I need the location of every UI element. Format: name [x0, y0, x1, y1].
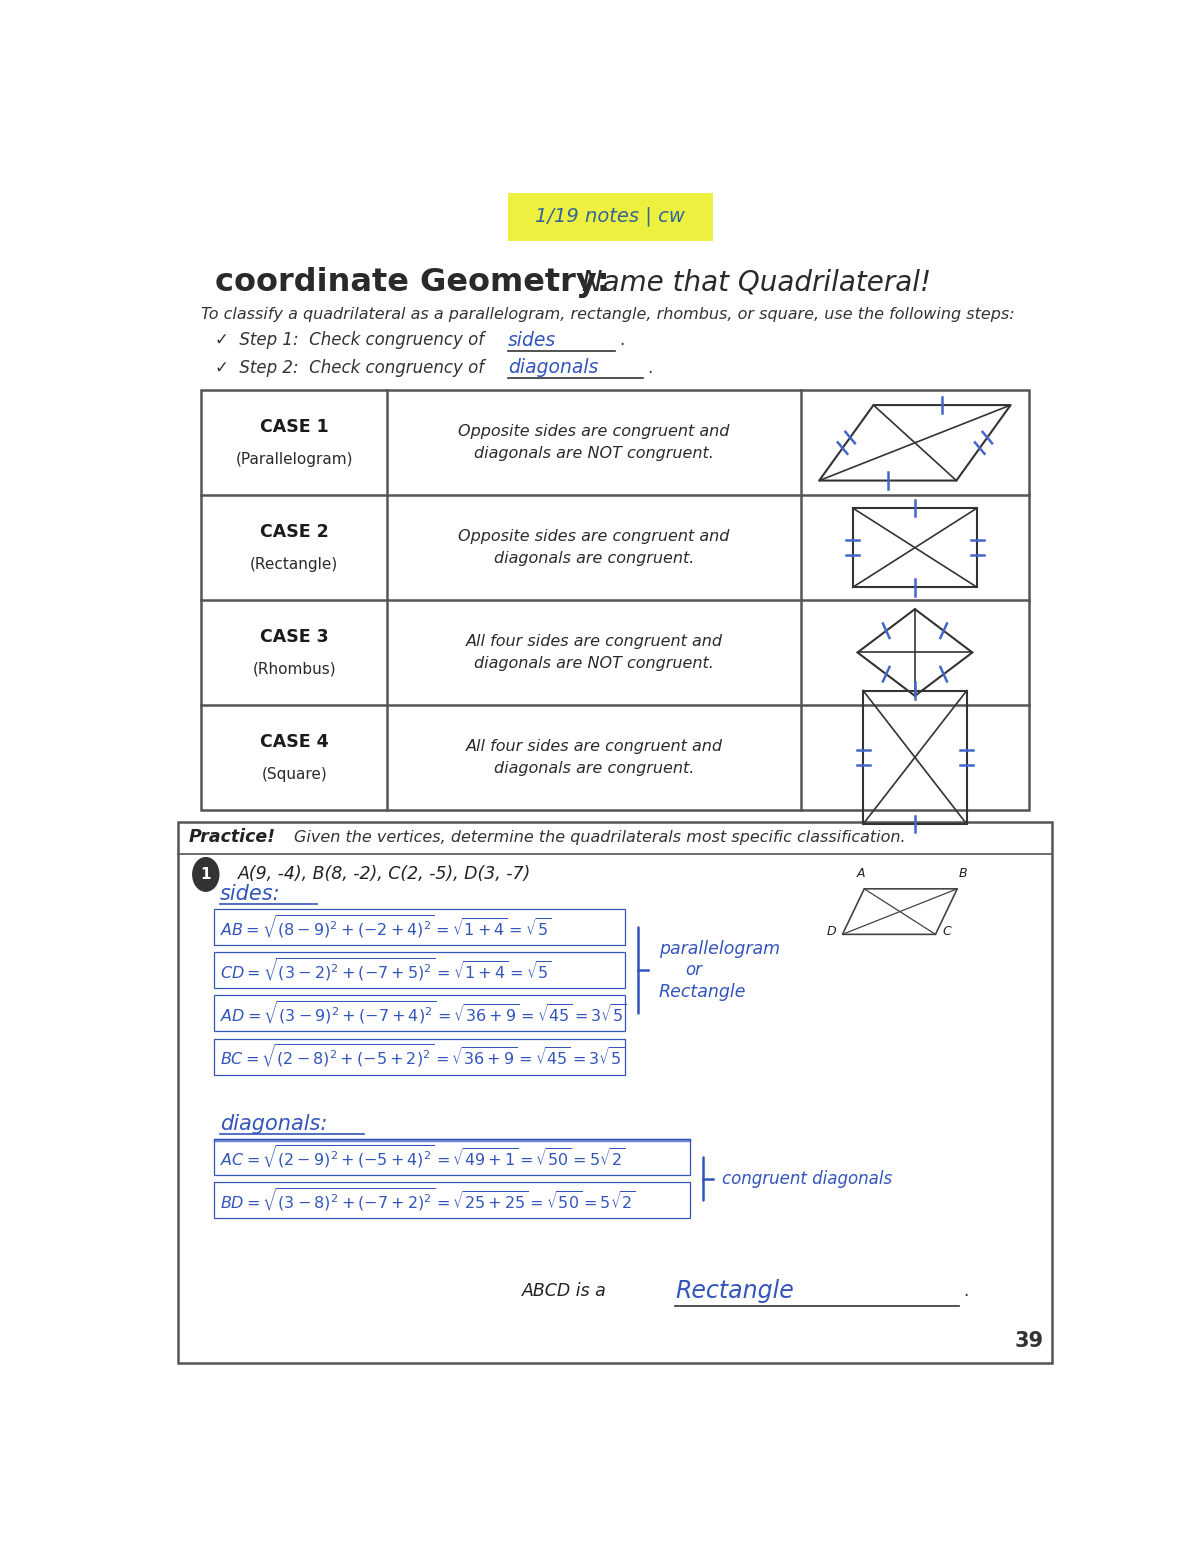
Text: Rectangle: Rectangle: [676, 1279, 794, 1304]
Text: .: .: [962, 1282, 968, 1301]
Text: sides:: sides:: [220, 884, 281, 904]
Text: sides: sides: [508, 330, 556, 350]
Text: diagonals:: diagonals:: [220, 1114, 328, 1134]
Text: $AD=\sqrt{(3-9)^2+(-7+4)^2}=\sqrt{36+9}=\sqrt{45}=3\sqrt{5}$: $AD=\sqrt{(3-9)^2+(-7+4)^2}=\sqrt{36+9}=…: [220, 1001, 626, 1027]
Text: $AC=\sqrt{(2-9)^2+(-5+4)^2}=\sqrt{49+1}=\sqrt{50}=5\sqrt{2}$: $AC=\sqrt{(2-9)^2+(-5+4)^2}=\sqrt{49+1}=…: [220, 1144, 625, 1170]
Text: Name that Quadrilateral!: Name that Quadrilateral!: [574, 269, 931, 297]
Text: ✓  Step 2:  Check congruency of: ✓ Step 2: Check congruency of: [215, 358, 485, 377]
Text: $BC=\sqrt{(2-8)^2+(-5+2)^2}=\sqrt{36+9}=\sqrt{45}=3\sqrt{5}$: $BC=\sqrt{(2-8)^2+(-5+2)^2}=\sqrt{36+9}=…: [220, 1043, 624, 1071]
Text: Given the vertices, determine the quadrilaterals most specific classification.: Given the vertices, determine the quadri…: [294, 829, 906, 845]
Text: B: B: [959, 867, 967, 881]
Text: congruent diagonals: congruent diagonals: [722, 1170, 892, 1187]
Text: diagonals: diagonals: [508, 358, 599, 377]
Text: 1: 1: [200, 867, 211, 882]
Text: All four sides are congruent and
diagonals are congruent.: All four sides are congruent and diagona…: [466, 739, 722, 776]
Text: $AB=\sqrt{(8-9)^2+(-2+4)^2}=\sqrt{1+4}=\sqrt{5}$: $AB=\sqrt{(8-9)^2+(-2+4)^2}=\sqrt{1+4}=\…: [220, 913, 551, 941]
Text: $BD=\sqrt{(3-8)^2+(-7+2)^2}=\sqrt{25+25}=\sqrt{50}=5\sqrt{2}$: $BD=\sqrt{(3-8)^2+(-7+2)^2}=\sqrt{25+25}…: [220, 1187, 636, 1214]
Text: (Square): (Square): [262, 767, 328, 781]
FancyBboxPatch shape: [508, 193, 713, 241]
Text: D: D: [827, 926, 836, 938]
Text: (Parallelogram): (Parallelogram): [235, 453, 353, 467]
Text: A: A: [857, 867, 865, 881]
Circle shape: [193, 857, 218, 892]
Text: coordinate Geometry:: coordinate Geometry:: [215, 268, 610, 299]
Text: Rectangle: Rectangle: [659, 983, 746, 1001]
Text: 39: 39: [1015, 1332, 1044, 1351]
Text: To classify a quadrilateral as a parallelogram, rectangle, rhombus, or square, u: To classify a quadrilateral as a paralle…: [202, 308, 1015, 322]
Bar: [202, 391, 1028, 809]
Text: All four sides are congruent and
diagonals are NOT congruent.: All four sides are congruent and diagona…: [466, 633, 722, 671]
Text: CASE 2: CASE 2: [259, 523, 329, 541]
Text: A(9, -4), B(8, -2), C(2, -5), D(3, -7): A(9, -4), B(8, -2), C(2, -5), D(3, -7): [239, 865, 532, 884]
Text: CASE 4: CASE 4: [260, 733, 329, 750]
Text: CASE 1: CASE 1: [259, 419, 329, 436]
Bar: [178, 822, 1052, 1363]
Text: ✓  Step 1:  Check congruency of: ✓ Step 1: Check congruency of: [215, 331, 485, 349]
Text: (Rectangle): (Rectangle): [250, 557, 338, 573]
Text: Practice!: Practice!: [190, 828, 276, 846]
Text: Opposite sides are congruent and
diagonals are congruent.: Opposite sides are congruent and diagona…: [458, 529, 730, 566]
Text: (Rhombus): (Rhombus): [252, 661, 336, 677]
Text: 1/19 notes | cw: 1/19 notes | cw: [535, 207, 685, 227]
Text: parallelogram: parallelogram: [659, 940, 780, 958]
Text: .: .: [619, 331, 625, 349]
Text: CASE 3: CASE 3: [260, 629, 329, 646]
Text: .: .: [648, 358, 653, 377]
Text: ABCD is a: ABCD is a: [522, 1282, 612, 1301]
Text: $CD=\sqrt{(3-2)^2+(-7+5)^2}=\sqrt{1+4}=\sqrt{5}$: $CD=\sqrt{(3-2)^2+(-7+5)^2}=\sqrt{1+4}=\…: [220, 957, 552, 983]
Text: Opposite sides are congruent and
diagonals are NOT congruent.: Opposite sides are congruent and diagona…: [458, 425, 730, 462]
Text: or: or: [685, 962, 702, 979]
Text: C: C: [942, 926, 952, 938]
